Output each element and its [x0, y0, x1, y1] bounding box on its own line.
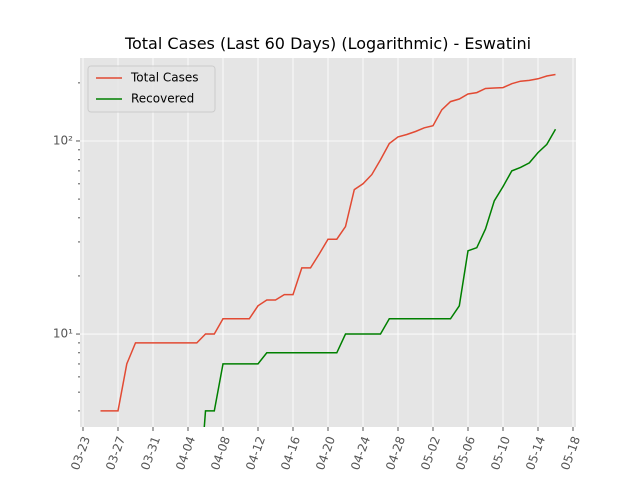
x-tick-label: 04-12: [243, 434, 268, 472]
x-tick-label: 05-06: [453, 434, 478, 472]
x-tick-label: 04-04: [173, 434, 198, 472]
x-tick-label: 04-24: [348, 434, 373, 472]
x-tick-label: 05-02: [418, 434, 443, 472]
x-tick-label: 05-18: [558, 434, 583, 472]
x-tick-label: 03-31: [138, 434, 163, 472]
x-tick-label: 04-28: [383, 434, 408, 472]
series-line: [100, 73, 556, 412]
x-tick-label: 05-14: [523, 434, 548, 472]
x-tick-label: 03-23: [68, 434, 93, 472]
y-tick-label: 10¹: [53, 327, 73, 341]
x-tick-label: 04-16: [278, 434, 303, 472]
chart-title: Total Cases (Last 60 Days) (Logarithmic)…: [124, 34, 531, 53]
series-line: [203, 128, 557, 427]
x-tick-label: 04-20: [313, 434, 338, 472]
legend-label: Total Cases: [130, 71, 198, 85]
x-tick-label: 03-27: [103, 434, 128, 472]
x-tick-label: 04-08: [208, 434, 233, 472]
x-tick-label: 05-10: [488, 434, 513, 472]
y-tick-label: 10²: [53, 133, 73, 147]
legend-label: Recovered: [131, 92, 194, 106]
